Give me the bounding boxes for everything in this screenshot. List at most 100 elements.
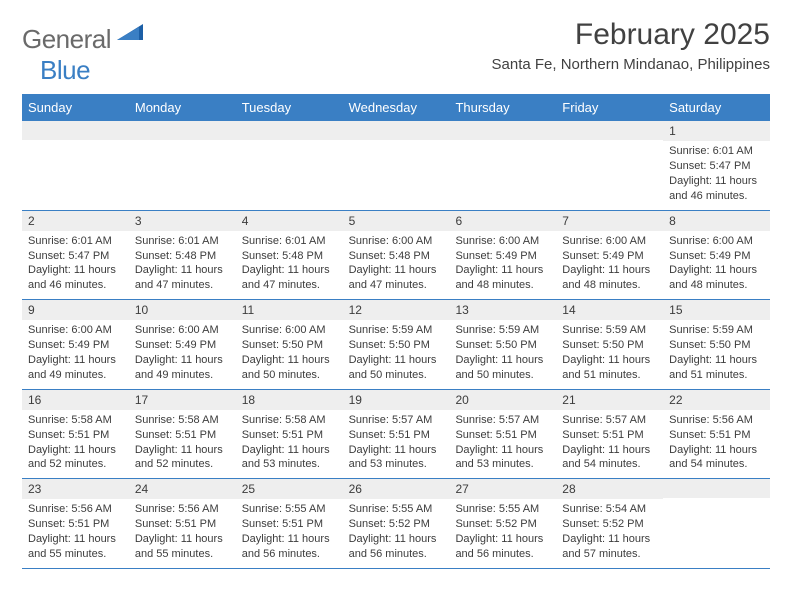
- day-number: 22: [663, 390, 770, 410]
- day-cell: 6Sunrise: 6:00 AMSunset: 5:49 PMDaylight…: [449, 211, 556, 300]
- empty-cell: [236, 121, 343, 210]
- day-number: 24: [129, 479, 236, 499]
- day-info-line: Sunrise: 5:56 AM: [135, 502, 230, 517]
- calendar-grid: SundayMondayTuesdayWednesdayThursdayFrid…: [22, 94, 770, 569]
- day-body: [449, 140, 556, 149]
- day-cell: 7Sunrise: 6:00 AMSunset: 5:49 PMDaylight…: [556, 211, 663, 300]
- day-info-line: Sunrise: 6:00 AM: [28, 323, 123, 338]
- calendar-page: General Blue February 2025 Santa Fe, Nor…: [0, 0, 792, 579]
- day-info-line: Daylight: 11 hours and 50 minutes.: [455, 353, 550, 383]
- day-number: 16: [22, 390, 129, 410]
- day-info-line: Sunset: 5:48 PM: [135, 249, 230, 264]
- logo: General Blue: [22, 24, 143, 86]
- day-cell: 15Sunrise: 5:59 AMSunset: 5:50 PMDayligh…: [663, 300, 770, 389]
- day-cell: 2Sunrise: 6:01 AMSunset: 5:47 PMDaylight…: [22, 211, 129, 300]
- day-body: Sunrise: 5:55 AMSunset: 5:52 PMDaylight:…: [449, 499, 556, 567]
- day-body: Sunrise: 5:57 AMSunset: 5:51 PMDaylight:…: [343, 410, 450, 478]
- day-body: Sunrise: 6:00 AMSunset: 5:49 PMDaylight:…: [449, 231, 556, 299]
- day-cell: 11Sunrise: 6:00 AMSunset: 5:50 PMDayligh…: [236, 300, 343, 389]
- day-info-line: Daylight: 11 hours and 49 minutes.: [28, 353, 123, 383]
- logo-text-main: General: [22, 24, 111, 54]
- day-info-line: Sunrise: 6:01 AM: [135, 234, 230, 249]
- day-info-line: Daylight: 11 hours and 53 minutes.: [349, 443, 444, 473]
- day-body: Sunrise: 6:01 AMSunset: 5:47 PMDaylight:…: [663, 141, 770, 209]
- day-cell: 13Sunrise: 5:59 AMSunset: 5:50 PMDayligh…: [449, 300, 556, 389]
- empty-cell: [556, 121, 663, 210]
- day-cell: 16Sunrise: 5:58 AMSunset: 5:51 PMDayligh…: [22, 390, 129, 479]
- day-info-line: Sunset: 5:49 PM: [28, 338, 123, 353]
- empty-cell: [22, 121, 129, 210]
- day-info-line: Sunset: 5:50 PM: [562, 338, 657, 353]
- day-info-line: Sunrise: 6:00 AM: [135, 323, 230, 338]
- day-body: Sunrise: 6:00 AMSunset: 5:48 PMDaylight:…: [343, 231, 450, 299]
- day-info-line: Sunset: 5:51 PM: [135, 517, 230, 532]
- day-info-line: Sunset: 5:52 PM: [349, 517, 444, 532]
- day-info-line: Daylight: 11 hours and 47 minutes.: [349, 263, 444, 293]
- empty-day-bar: [663, 479, 770, 498]
- day-body: Sunrise: 6:00 AMSunset: 5:50 PMDaylight:…: [236, 320, 343, 388]
- day-body: Sunrise: 5:58 AMSunset: 5:51 PMDaylight:…: [22, 410, 129, 478]
- day-body: Sunrise: 5:54 AMSunset: 5:52 PMDaylight:…: [556, 499, 663, 567]
- day-body: Sunrise: 5:57 AMSunset: 5:51 PMDaylight:…: [556, 410, 663, 478]
- day-info-line: Daylight: 11 hours and 57 minutes.: [562, 532, 657, 562]
- day-info-line: Sunrise: 5:58 AM: [135, 413, 230, 428]
- day-cell: 19Sunrise: 5:57 AMSunset: 5:51 PMDayligh…: [343, 390, 450, 479]
- location-text: Santa Fe, Northern Mindanao, Philippines: [492, 56, 771, 73]
- day-info-line: Sunset: 5:51 PM: [455, 428, 550, 443]
- day-body: Sunrise: 6:00 AMSunset: 5:49 PMDaylight:…: [22, 320, 129, 388]
- day-body: Sunrise: 5:58 AMSunset: 5:51 PMDaylight:…: [129, 410, 236, 478]
- day-info-line: Sunset: 5:50 PM: [349, 338, 444, 353]
- day-info-line: Daylight: 11 hours and 56 minutes.: [242, 532, 337, 562]
- day-info-line: Daylight: 11 hours and 53 minutes.: [242, 443, 337, 473]
- day-info-line: Sunset: 5:47 PM: [28, 249, 123, 264]
- day-number: 18: [236, 390, 343, 410]
- day-body: Sunrise: 5:59 AMSunset: 5:50 PMDaylight:…: [556, 320, 663, 388]
- day-info-line: Sunrise: 5:59 AM: [669, 323, 764, 338]
- day-body: [663, 498, 770, 507]
- day-info-line: Sunset: 5:51 PM: [349, 428, 444, 443]
- day-info-line: Daylight: 11 hours and 51 minutes.: [669, 353, 764, 383]
- day-body: Sunrise: 6:00 AMSunset: 5:49 PMDaylight:…: [129, 320, 236, 388]
- day-info-line: Daylight: 11 hours and 46 minutes.: [669, 174, 764, 204]
- weekday-header: Sunday: [22, 94, 129, 121]
- day-body: [22, 140, 129, 149]
- day-info-line: Daylight: 11 hours and 47 minutes.: [242, 263, 337, 293]
- day-info-line: Sunrise: 5:57 AM: [349, 413, 444, 428]
- day-info-line: Sunset: 5:50 PM: [455, 338, 550, 353]
- week-row: 16Sunrise: 5:58 AMSunset: 5:51 PMDayligh…: [22, 390, 770, 480]
- day-info-line: Sunrise: 6:01 AM: [242, 234, 337, 249]
- week-row: 9Sunrise: 6:00 AMSunset: 5:49 PMDaylight…: [22, 300, 770, 390]
- empty-day-bar: [343, 121, 450, 140]
- weekday-header: Monday: [129, 94, 236, 121]
- day-info-line: Daylight: 11 hours and 50 minutes.: [349, 353, 444, 383]
- day-info-line: Daylight: 11 hours and 48 minutes.: [455, 263, 550, 293]
- day-body: Sunrise: 5:59 AMSunset: 5:50 PMDaylight:…: [663, 320, 770, 388]
- day-number: 20: [449, 390, 556, 410]
- day-number: 1: [663, 121, 770, 141]
- week-row: 23Sunrise: 5:56 AMSunset: 5:51 PMDayligh…: [22, 479, 770, 569]
- day-cell: 17Sunrise: 5:58 AMSunset: 5:51 PMDayligh…: [129, 390, 236, 479]
- day-cell: 22Sunrise: 5:56 AMSunset: 5:51 PMDayligh…: [663, 390, 770, 479]
- day-info-line: Sunset: 5:50 PM: [669, 338, 764, 353]
- empty-day-bar: [22, 121, 129, 140]
- day-cell: 9Sunrise: 6:00 AMSunset: 5:49 PMDaylight…: [22, 300, 129, 389]
- header-row: General Blue February 2025 Santa Fe, Nor…: [22, 18, 770, 86]
- day-info-line: Sunset: 5:51 PM: [669, 428, 764, 443]
- day-body: Sunrise: 6:00 AMSunset: 5:49 PMDaylight:…: [663, 231, 770, 299]
- day-number: 23: [22, 479, 129, 499]
- day-number: 13: [449, 300, 556, 320]
- day-body: Sunrise: 5:56 AMSunset: 5:51 PMDaylight:…: [22, 499, 129, 567]
- day-info-line: Sunrise: 6:00 AM: [669, 234, 764, 249]
- weeks-container: 1Sunrise: 6:01 AMSunset: 5:47 PMDaylight…: [22, 121, 770, 569]
- day-info-line: Sunrise: 5:58 AM: [28, 413, 123, 428]
- day-body: Sunrise: 5:58 AMSunset: 5:51 PMDaylight:…: [236, 410, 343, 478]
- day-info-line: Sunset: 5:48 PM: [242, 249, 337, 264]
- day-info-line: Sunrise: 5:58 AM: [242, 413, 337, 428]
- day-info-line: Daylight: 11 hours and 56 minutes.: [455, 532, 550, 562]
- empty-cell: [663, 479, 770, 568]
- day-cell: 3Sunrise: 6:01 AMSunset: 5:48 PMDaylight…: [129, 211, 236, 300]
- day-number: 3: [129, 211, 236, 231]
- day-info-line: Sunrise: 5:57 AM: [562, 413, 657, 428]
- empty-cell: [343, 121, 450, 210]
- day-number: 25: [236, 479, 343, 499]
